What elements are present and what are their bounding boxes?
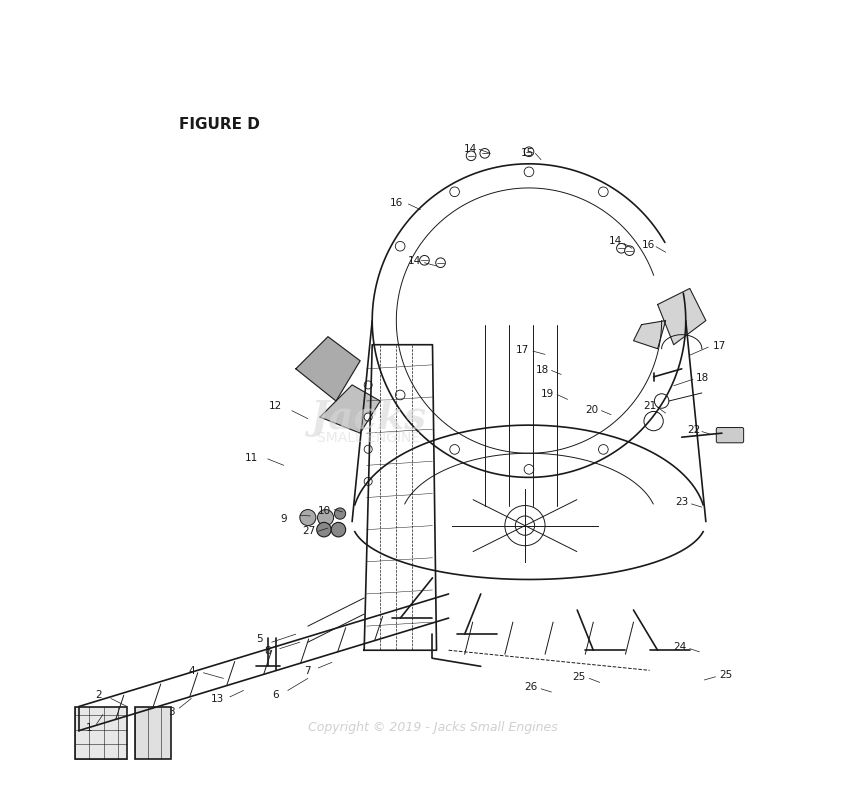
- Circle shape: [599, 188, 608, 198]
- Text: 12: 12: [269, 401, 282, 410]
- Polygon shape: [296, 337, 360, 402]
- Text: 27: 27: [302, 525, 316, 535]
- Text: 14: 14: [609, 236, 623, 246]
- Text: 9: 9: [280, 513, 287, 523]
- Circle shape: [450, 445, 459, 454]
- Text: 17: 17: [516, 344, 529, 354]
- Polygon shape: [657, 289, 706, 345]
- Text: 4: 4: [188, 666, 195, 675]
- Circle shape: [524, 465, 534, 475]
- Text: 5: 5: [256, 634, 263, 643]
- Text: 17: 17: [713, 340, 726, 350]
- Text: 22: 22: [687, 425, 701, 434]
- Text: 16: 16: [390, 198, 403, 207]
- Text: 15: 15: [521, 148, 534, 157]
- Text: 16: 16: [641, 240, 655, 250]
- Circle shape: [450, 188, 459, 198]
- Polygon shape: [320, 385, 381, 434]
- Circle shape: [599, 445, 608, 454]
- Polygon shape: [633, 321, 666, 349]
- Circle shape: [480, 149, 490, 159]
- Text: 24: 24: [674, 642, 687, 651]
- FancyBboxPatch shape: [135, 707, 171, 759]
- Text: 2: 2: [95, 690, 102, 699]
- Circle shape: [436, 259, 445, 268]
- Text: 11: 11: [245, 453, 259, 463]
- Text: 18: 18: [696, 373, 709, 382]
- Circle shape: [466, 152, 476, 161]
- Circle shape: [617, 244, 626, 254]
- Text: 1: 1: [86, 722, 93, 732]
- Circle shape: [524, 168, 534, 177]
- Circle shape: [364, 478, 372, 486]
- FancyBboxPatch shape: [74, 707, 127, 759]
- Circle shape: [317, 510, 334, 526]
- Text: 23: 23: [675, 497, 689, 507]
- Circle shape: [317, 523, 331, 537]
- Text: 13: 13: [210, 694, 224, 703]
- Text: ©: ©: [349, 414, 363, 429]
- Text: 14: 14: [408, 256, 421, 266]
- Text: 21: 21: [643, 401, 657, 410]
- Text: 3: 3: [168, 706, 175, 715]
- Text: 18: 18: [536, 365, 549, 374]
- Circle shape: [300, 510, 316, 526]
- Circle shape: [395, 391, 405, 401]
- Circle shape: [625, 247, 634, 256]
- Text: 7: 7: [304, 666, 311, 675]
- Circle shape: [364, 414, 372, 422]
- Text: 14: 14: [464, 144, 477, 153]
- Text: 26: 26: [524, 682, 537, 691]
- Text: 6: 6: [272, 690, 279, 699]
- Text: Jacks: Jacks: [311, 398, 426, 437]
- Text: 20: 20: [585, 405, 599, 414]
- Circle shape: [395, 243, 405, 252]
- Circle shape: [364, 446, 372, 454]
- Text: 19: 19: [541, 389, 554, 398]
- Text: FIGURE D: FIGURE D: [179, 117, 260, 132]
- Text: 25: 25: [573, 671, 586, 681]
- Circle shape: [524, 148, 534, 157]
- Text: 10: 10: [317, 505, 330, 515]
- Text: Copyright © 2019 - Jacks Small Engines: Copyright © 2019 - Jacks Small Engines: [308, 720, 557, 733]
- Text: SMALL ENGINE: SMALL ENGINE: [317, 430, 420, 445]
- Circle shape: [331, 523, 346, 537]
- Text: 25: 25: [720, 670, 733, 679]
- Circle shape: [420, 256, 429, 266]
- Circle shape: [364, 381, 372, 389]
- FancyBboxPatch shape: [716, 428, 744, 443]
- Circle shape: [335, 508, 346, 520]
- Text: 8: 8: [265, 646, 271, 655]
